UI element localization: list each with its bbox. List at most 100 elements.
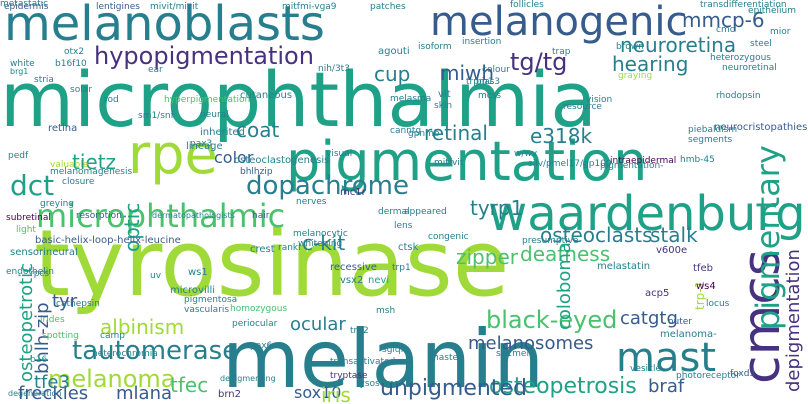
word: neuroretina (620, 33, 737, 57)
word: e318k (530, 124, 593, 148)
word: c-kit (302, 231, 346, 255)
word: graying (618, 71, 653, 81)
word: b16 (30, 355, 48, 365)
word: transdifferentiation (700, 0, 787, 10)
word: greying (40, 199, 74, 209)
word: gpnmb (408, 129, 440, 139)
word: black-eyed (486, 306, 618, 334)
word: whitening (298, 239, 343, 249)
word: agouti (378, 46, 410, 57)
word: tietz (72, 150, 117, 174)
word: patches (370, 2, 406, 12)
word: metastatic (0, 0, 49, 9)
word: pigmentation- (600, 161, 664, 171)
word: braf (648, 376, 685, 397)
word: melanomagenesis (50, 167, 133, 177)
word: pigmentosa (184, 295, 238, 305)
word: lineage (186, 141, 223, 152)
word: osteopetrosis (489, 374, 637, 399)
word: depigmentation (783, 249, 804, 392)
word: photoreceptor (676, 371, 740, 381)
word: melanogenic (430, 0, 688, 45)
word: deafness (520, 242, 611, 266)
word: rhodopsin (716, 91, 761, 101)
word: canntg (390, 126, 422, 136)
word: retinal (424, 121, 488, 145)
word: pigmentary (749, 145, 787, 330)
word: intraepidermal (610, 156, 677, 166)
word: crest (250, 244, 275, 255)
word: closure (62, 177, 95, 187)
word: vsx2 (340, 275, 364, 286)
word: pias3 (476, 77, 501, 87)
word: segments (688, 135, 733, 145)
word: outer (668, 317, 692, 327)
word: mast (616, 335, 716, 381)
word: sgiqf (382, 345, 404, 355)
word: tfe3 (34, 372, 70, 393)
word: silv/pmel17/gp100 (528, 159, 612, 169)
word: resorption (76, 211, 122, 221)
word: stria (34, 75, 54, 85)
word: tyrp1 (470, 196, 524, 220)
word: tautomerase (72, 336, 239, 366)
word: rod (104, 95, 119, 105)
word: rankl (278, 243, 301, 253)
word: mitfmi-vga9 (282, 2, 337, 12)
word: s01mel (496, 349, 529, 359)
word: endothelin (6, 267, 54, 277)
word: melanoma (48, 365, 176, 393)
word: unpigmented (380, 376, 527, 401)
word: uv (150, 271, 162, 281)
word: brn2 (218, 389, 241, 400)
word: zipper (456, 245, 518, 269)
word: osteoclasts (540, 223, 653, 247)
word: heterochromia (92, 349, 158, 359)
word: ctsk (398, 242, 419, 253)
word: steel (750, 39, 772, 49)
word: trpm1 (466, 77, 494, 87)
word: freckles (18, 383, 89, 404)
word: heterozygous (710, 53, 771, 63)
word: tyr (52, 291, 78, 312)
word: lentigines (96, 2, 140, 12)
word: epidermis (4, 2, 49, 12)
word: cutaneous (240, 90, 293, 101)
word: dct (10, 169, 55, 202)
word: hearing (612, 52, 689, 76)
word: stalk (650, 223, 698, 247)
word: hmb-45 (680, 155, 715, 165)
word: trp1 (392, 263, 411, 273)
word: congenic (428, 232, 469, 242)
word: melanoblasts (4, 0, 325, 52)
word: pax6 (250, 341, 273, 351)
word: ocular (290, 314, 346, 335)
word: b16f10 (55, 59, 87, 69)
word: sensorineural (10, 247, 78, 258)
word: neurocristopathies (714, 122, 808, 133)
word: melanin (222, 313, 545, 404)
word: rpcs (30, 269, 50, 279)
word: depigmenting (220, 374, 276, 383)
word: otx2 (64, 47, 85, 57)
word: dopachrome (246, 171, 409, 201)
word: cup (374, 62, 411, 86)
word: hair (252, 211, 270, 221)
word: mcss (478, 91, 502, 101)
word: tyrosinase (34, 210, 510, 317)
word: miwh (440, 61, 495, 85)
word: nih/3t3 (318, 64, 350, 74)
word: light (16, 225, 36, 235)
word: tfec (170, 373, 209, 397)
word: colour (482, 65, 510, 75)
word: vision (586, 95, 613, 105)
word: sox10 (294, 383, 342, 402)
word: homozygous (230, 304, 288, 314)
word: hyperpigmentation (164, 95, 251, 105)
word: recessive (330, 262, 377, 273)
word: vascularis (184, 305, 230, 315)
word: mlana (116, 383, 173, 404)
word: pax3 (190, 139, 213, 149)
word: mmcp-6 (682, 8, 765, 32)
word: lens (394, 221, 413, 231)
